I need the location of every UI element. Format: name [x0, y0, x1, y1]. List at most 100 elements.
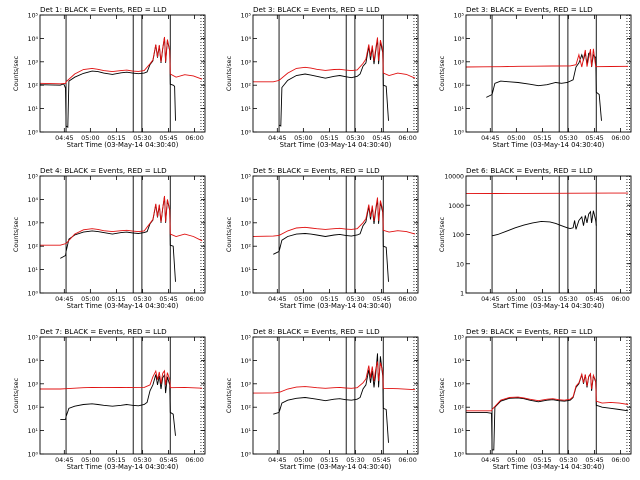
y-axis-label: Counts/sec [12, 377, 20, 413]
x-tick-label: 06:00 [185, 134, 203, 142]
chart-panel-8: Det 8: BLACK = Events, RED = LLD 10⁰ 10¹ 10… [225, 327, 419, 471]
y-tick-label: 10³ [454, 381, 465, 388]
plot-frame [252, 336, 419, 455]
x-tick-label: 05:30 [559, 295, 577, 303]
chart-title: Det 3: BLACK = Events, RED = LLD [466, 5, 593, 14]
x-tick-label: 04:45 [55, 134, 73, 142]
y-tick-label: 10² [454, 83, 465, 90]
series-line-lld [40, 369, 203, 390]
x-axis-label: Start Time (03-May-14 04:30:40) [280, 302, 392, 310]
y-tick-label: 10¹ [28, 428, 39, 435]
y-tick-label: 10¹ [454, 428, 465, 435]
series-line-lld [466, 372, 629, 412]
plot-frame [252, 14, 419, 133]
x-tick-label: 05:45 [159, 456, 177, 464]
x-tick-label: 05:30 [559, 456, 577, 464]
y-tick-label: 10¹ [241, 106, 252, 113]
y-axis-label: Counts/sec [225, 55, 233, 91]
y-tick-label: 10¹ [454, 106, 465, 113]
plot-frame [465, 336, 632, 455]
series-line-lld [40, 195, 203, 246]
y-tick-label: 10² [241, 83, 252, 90]
x-tick-label: 05:15 [533, 456, 551, 464]
series-line-events [491, 210, 597, 237]
x-tick-label: 04:45 [481, 456, 499, 464]
y-tick-label: 10000 [444, 174, 464, 181]
x-tick-label: 05:15 [107, 295, 125, 303]
series-line-events [273, 353, 389, 443]
series-line-lld [253, 37, 416, 83]
y-tick-label: 10⁰ [241, 452, 252, 459]
x-tick-label: 05:30 [133, 456, 151, 464]
y-tick-label: 10⁰ [454, 452, 465, 459]
series-line-lld [465, 192, 629, 195]
chart-panel-5: Det 5: BLACK = Events, RED = LLD 10⁰ 10¹ 10… [225, 166, 419, 310]
plot-frame [465, 14, 632, 133]
series-line-events [39, 37, 176, 129]
x-tick-label: 05:00 [294, 295, 312, 303]
y-tick-label: 10 [456, 261, 464, 268]
x-tick-label: 06:00 [398, 134, 416, 142]
x-tick-label: 05:45 [585, 295, 603, 303]
y-tick-label: 10³ [241, 220, 252, 227]
x-tick-label: 05:45 [159, 295, 177, 303]
y-tick-label: 10¹ [241, 428, 252, 435]
x-tick-label: 05:00 [294, 456, 312, 464]
y-axis-label: Counts/sec [438, 216, 446, 252]
y-tick-label: 10⁰ [454, 130, 465, 137]
x-tick-label: 05:00 [507, 295, 525, 303]
chart-title: Det 5: BLACK = Events, RED = LLD [253, 166, 380, 175]
chart-panel-7: Det 7: BLACK = Events, RED = LLD 10⁰ 10¹ 10… [12, 327, 206, 471]
chart-title: Det 1: BLACK = Events, RED = LLD [40, 5, 167, 14]
y-axis-label: Counts/sec [12, 216, 20, 252]
x-axis-label: Start Time (03-May-14 04:30:40) [67, 302, 179, 310]
y-tick-label: 10³ [454, 59, 465, 66]
y-tick-label: 10⁰ [241, 291, 252, 298]
x-tick-label: 06:00 [611, 295, 629, 303]
y-tick-label: 10² [28, 244, 39, 251]
chart-panel-1: Det 1: BLACK = Events, RED = LLD 10⁰ 10¹ 10… [12, 5, 206, 149]
x-tick-label: 05:15 [320, 456, 338, 464]
series-line-lld [252, 361, 416, 394]
y-tick-label: 10⁰ [241, 130, 252, 137]
y-tick-label: 10³ [28, 381, 39, 388]
x-tick-label: 05:00 [81, 295, 99, 303]
x-tick-label: 05:00 [81, 134, 99, 142]
y-tick-label: 10² [28, 83, 39, 90]
y-axis-label: Counts/sec [225, 216, 233, 252]
x-tick-label: 05:15 [107, 134, 125, 142]
x-tick-label: 05:45 [585, 134, 603, 142]
y-tick-label: 100 [452, 232, 464, 239]
series-line-events [486, 51, 602, 121]
y-tick-label: 10³ [241, 59, 252, 66]
y-tick-label: 10¹ [28, 267, 39, 274]
x-tick-label: 05:45 [372, 295, 390, 303]
y-axis-label: Counts/sec [438, 377, 446, 413]
y-tick-label: 10⁴ [28, 358, 39, 365]
x-tick-label: 04:45 [268, 295, 286, 303]
chart-panel-3: Det 3: BLACK = Events, RED = LLD 10⁰ 10¹ 10… [438, 5, 632, 149]
y-tick-label: 10³ [28, 59, 39, 66]
chart-title: Det 9: BLACK = Events, RED = LLD [466, 327, 593, 336]
x-tick-label: 05:30 [133, 295, 151, 303]
y-tick-label: 10² [241, 244, 252, 251]
x-tick-label: 06:00 [611, 456, 629, 464]
x-tick-label: 05:30 [346, 134, 364, 142]
x-axis-label: Start Time (03-May-14 04:30:40) [493, 302, 605, 310]
x-tick-label: 05:30 [346, 295, 364, 303]
plot-frame [39, 175, 206, 294]
x-axis-label: Start Time (03-May-14 04:30:40) [493, 463, 605, 471]
chart-title: Det 4: BLACK = Events, RED = LLD [40, 166, 167, 175]
x-tick-label: 05:15 [320, 134, 338, 142]
y-tick-label: 10³ [28, 220, 39, 227]
y-tick-label: 10⁰ [28, 130, 39, 137]
y-tick-label: 10⁴ [454, 358, 465, 365]
y-tick-label: 10¹ [241, 267, 252, 274]
y-tick-label: 10⁵ [28, 13, 39, 20]
series-line-events [278, 38, 389, 127]
y-tick-label: 10⁴ [28, 36, 39, 43]
x-tick-label: 05:45 [159, 134, 177, 142]
chart-panel-4: Det 4: BLACK = Events, RED = LLD 10⁰ 10¹ 10… [12, 166, 206, 310]
series-line-lld [465, 48, 629, 68]
